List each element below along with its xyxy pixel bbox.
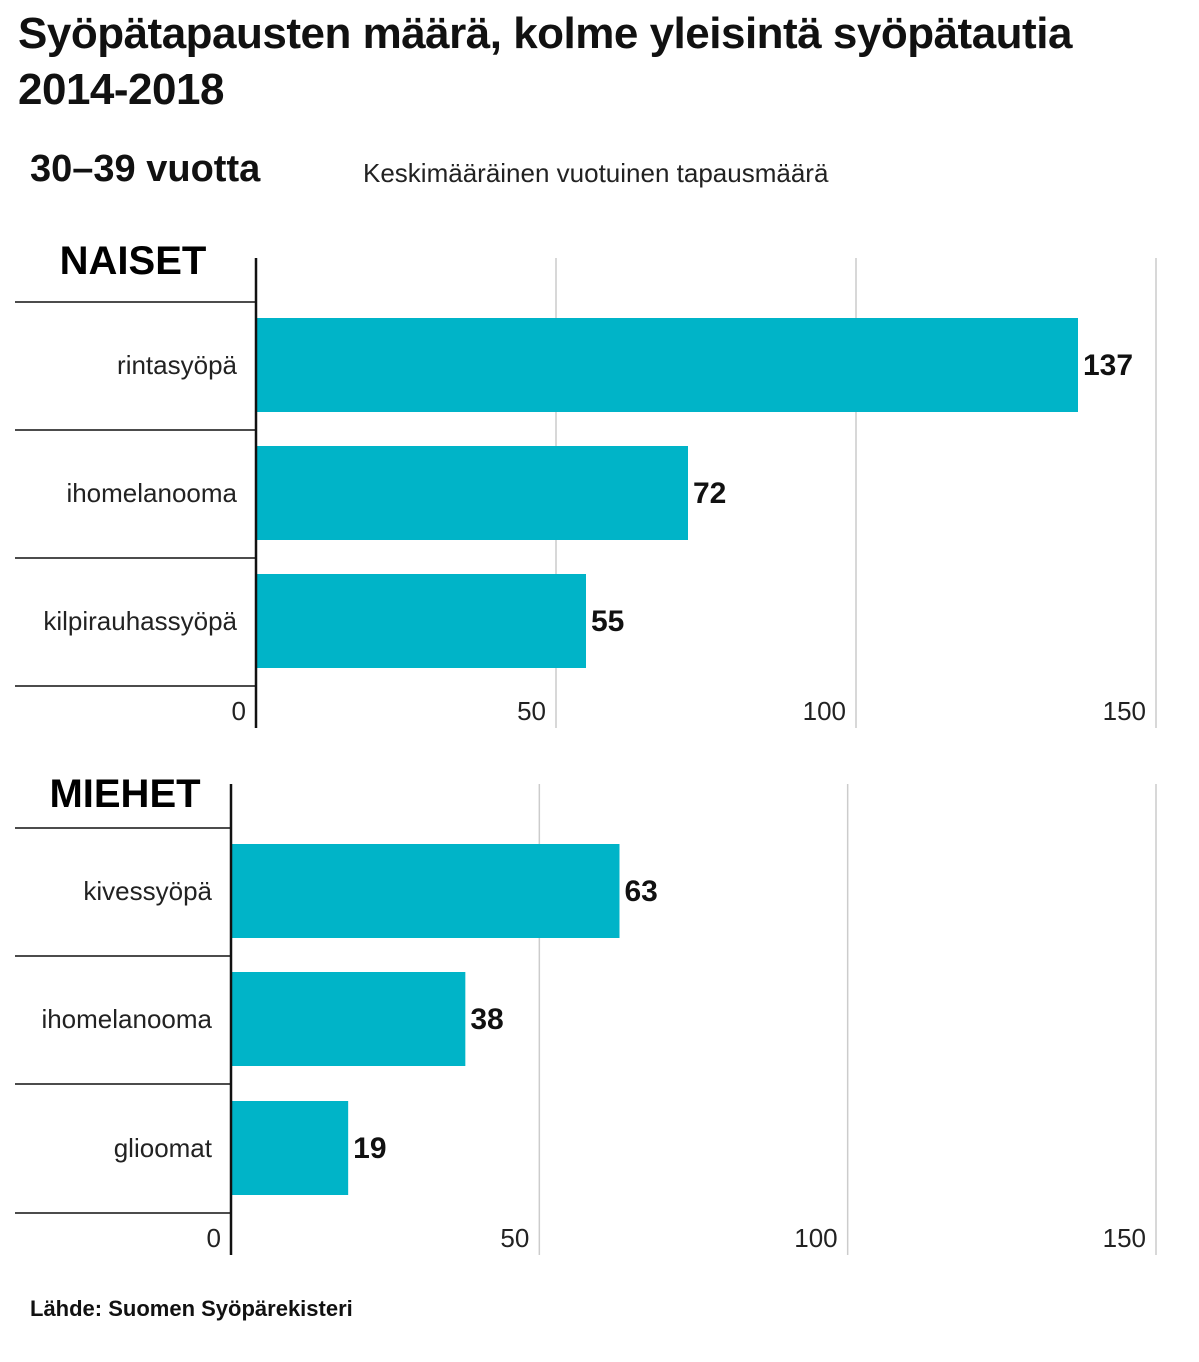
miehet-value-label: 19: [353, 1132, 386, 1165]
naiset-value-label: 55: [591, 605, 624, 638]
source-note: Lähde: Suomen Syöpärekisteri: [30, 1296, 353, 1321]
miehet-category-label: glioomat: [114, 1133, 213, 1163]
miehet-value-label: 63: [625, 875, 658, 908]
naiset-tick-label: 100: [803, 696, 846, 726]
naiset-category-label: kilpirauhassyöpä: [43, 606, 237, 636]
age-group-label: 30–39 vuotta: [30, 148, 261, 190]
naiset-panel-title: NAISET: [60, 239, 207, 283]
miehet-tick-label: 150: [1103, 1223, 1146, 1253]
miehet-bar: [231, 972, 466, 1066]
miehet-value-label: 38: [470, 1003, 503, 1036]
miehet-bar: [231, 1101, 349, 1195]
naiset-bar: [256, 574, 586, 668]
chart-title: Syöpätapausten määrä, kolme yleisintä sy…: [18, 9, 1072, 114]
miehet-tick-label: 50: [500, 1223, 529, 1253]
miehet-category-label: ihomelanooma: [41, 1004, 212, 1034]
naiset-bar: [256, 446, 688, 540]
naiset-value-label: 72: [693, 477, 726, 510]
miehet-tick-label: 100: [794, 1223, 837, 1253]
naiset-category-label: ihomelanooma: [66, 478, 237, 508]
miehet-bar: [231, 844, 620, 938]
naiset-value-label: 137: [1083, 349, 1133, 382]
naiset-bar: [256, 318, 1078, 412]
naiset-tick-label: 150: [1103, 696, 1146, 726]
naiset-category-label: rintasyöpä: [117, 350, 237, 380]
naiset-tick-label: 0: [232, 696, 246, 726]
naiset-tick-label: 50: [517, 696, 546, 726]
miehet-panel-title: MIEHET: [49, 772, 200, 816]
miehet-category-label: kivessyöpä: [83, 876, 212, 906]
chart-description: Keskimääräinen vuotuinen tapausmäärä: [363, 158, 829, 188]
miehet-tick-label: 0: [207, 1223, 221, 1253]
